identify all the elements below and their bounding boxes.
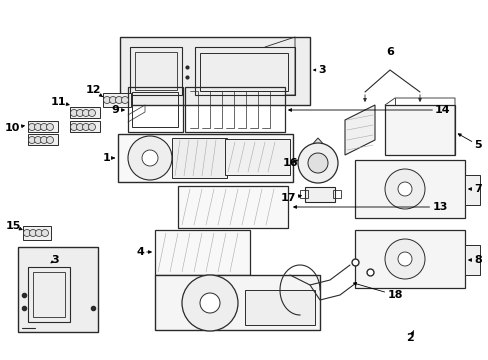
Text: 7: 7 bbox=[468, 184, 481, 194]
Text: 10: 10 bbox=[4, 123, 24, 133]
Bar bbox=[28, 121, 58, 132]
Bar bbox=[70, 121, 100, 132]
Bar bbox=[70, 107, 100, 118]
Circle shape bbox=[70, 109, 77, 117]
Bar bbox=[244, 290, 314, 325]
Circle shape bbox=[36, 230, 42, 237]
Bar bbox=[354, 230, 464, 288]
Circle shape bbox=[28, 123, 36, 131]
Circle shape bbox=[384, 169, 424, 209]
Bar bbox=[155, 230, 249, 275]
Circle shape bbox=[103, 96, 110, 104]
Bar bbox=[332, 190, 340, 198]
Circle shape bbox=[35, 136, 41, 144]
Polygon shape bbox=[309, 138, 325, 147]
Text: 2: 2 bbox=[406, 330, 413, 343]
Text: 11: 11 bbox=[50, 97, 69, 107]
Bar bbox=[184, 87, 285, 132]
Circle shape bbox=[200, 293, 220, 313]
Circle shape bbox=[115, 96, 122, 104]
Circle shape bbox=[88, 123, 95, 131]
Bar bbox=[135, 52, 177, 90]
Polygon shape bbox=[345, 105, 374, 155]
Text: 17: 17 bbox=[280, 193, 301, 203]
Circle shape bbox=[307, 153, 327, 173]
Circle shape bbox=[70, 123, 77, 131]
Text: 1: 1 bbox=[103, 153, 114, 163]
Text: 4: 4 bbox=[136, 247, 151, 257]
Circle shape bbox=[109, 96, 116, 104]
Bar bbox=[305, 187, 334, 202]
Circle shape bbox=[88, 109, 95, 117]
Bar bbox=[224, 139, 289, 175]
Circle shape bbox=[82, 123, 89, 131]
Text: 3: 3 bbox=[317, 65, 325, 75]
Text: 16: 16 bbox=[282, 158, 297, 168]
Bar bbox=[128, 87, 183, 132]
Circle shape bbox=[397, 252, 411, 266]
Circle shape bbox=[41, 123, 47, 131]
Circle shape bbox=[397, 182, 411, 196]
Circle shape bbox=[35, 123, 41, 131]
Bar bbox=[132, 92, 178, 127]
Circle shape bbox=[76, 123, 83, 131]
Text: 12: 12 bbox=[85, 85, 102, 97]
Text: 15: 15 bbox=[5, 221, 22, 231]
Bar bbox=[195, 47, 294, 95]
Circle shape bbox=[121, 96, 128, 104]
Circle shape bbox=[29, 230, 37, 237]
Bar bbox=[23, 226, 51, 240]
Bar bbox=[28, 267, 70, 322]
Bar bbox=[464, 245, 479, 275]
Text: 8: 8 bbox=[468, 255, 481, 265]
Text: 5: 5 bbox=[457, 134, 481, 150]
Text: 6: 6 bbox=[385, 47, 393, 57]
Text: 13: 13 bbox=[293, 202, 447, 212]
Circle shape bbox=[82, 109, 89, 117]
Text: 18: 18 bbox=[353, 283, 402, 300]
Bar bbox=[354, 160, 464, 218]
Circle shape bbox=[41, 230, 48, 237]
Bar bbox=[464, 175, 479, 205]
Bar bbox=[28, 134, 58, 145]
Circle shape bbox=[297, 143, 337, 183]
Bar bbox=[33, 272, 65, 317]
Bar bbox=[384, 105, 454, 155]
Circle shape bbox=[46, 136, 53, 144]
Circle shape bbox=[28, 136, 36, 144]
Circle shape bbox=[128, 136, 172, 180]
Circle shape bbox=[182, 275, 238, 331]
Bar bbox=[130, 47, 182, 95]
Circle shape bbox=[384, 239, 424, 279]
Bar bbox=[200, 53, 287, 91]
Bar bbox=[178, 186, 287, 228]
Circle shape bbox=[142, 150, 158, 166]
Bar bbox=[118, 134, 292, 182]
Circle shape bbox=[41, 136, 47, 144]
Text: 14: 14 bbox=[288, 105, 450, 115]
Bar bbox=[18, 247, 98, 332]
Text: 3: 3 bbox=[51, 255, 59, 265]
Bar bbox=[155, 275, 319, 330]
Circle shape bbox=[76, 109, 83, 117]
Text: 9: 9 bbox=[111, 105, 124, 115]
Circle shape bbox=[23, 230, 30, 237]
Circle shape bbox=[46, 123, 53, 131]
Bar bbox=[103, 93, 131, 107]
Bar bbox=[299, 190, 307, 198]
Bar bbox=[120, 37, 309, 105]
Bar bbox=[172, 138, 226, 178]
